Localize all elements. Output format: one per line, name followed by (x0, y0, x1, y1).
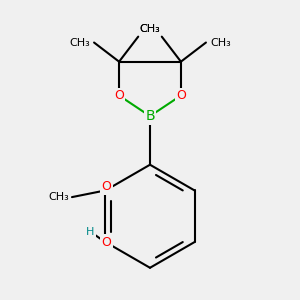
Text: O: O (102, 180, 112, 193)
Text: CH₃: CH₃ (69, 38, 90, 47)
Text: CH₃: CH₃ (48, 192, 69, 202)
Text: O: O (114, 89, 124, 102)
Text: B: B (145, 109, 155, 123)
Text: CH₃: CH₃ (210, 38, 231, 47)
Text: CH₃: CH₃ (140, 24, 160, 34)
Text: O: O (176, 89, 186, 102)
Text: H: H (86, 227, 94, 237)
Text: CH₃: CH₃ (140, 24, 160, 34)
Text: O: O (102, 236, 112, 248)
